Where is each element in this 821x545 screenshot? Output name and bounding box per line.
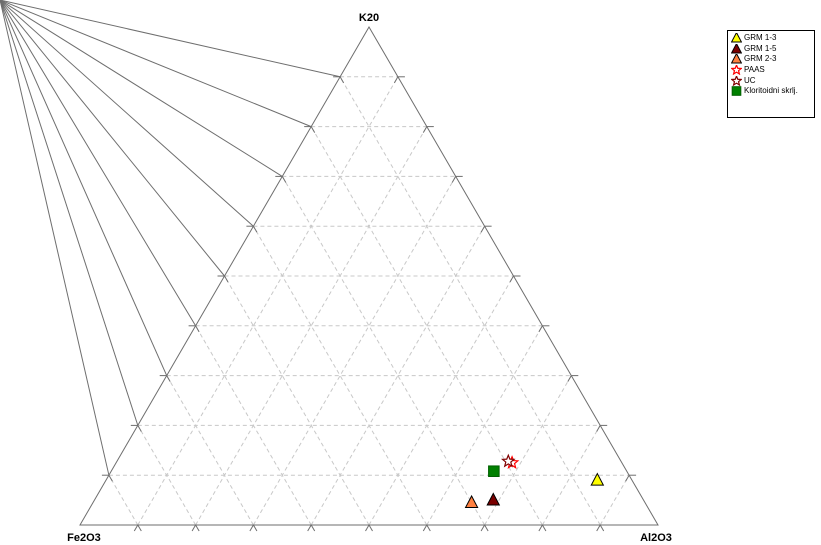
tick-mark <box>137 524 142 532</box>
legend-marker-icon <box>731 54 742 65</box>
tick-mark <box>166 375 171 382</box>
grid-line <box>252 176 457 526</box>
tick-mark <box>567 375 572 382</box>
tick-mark <box>480 524 486 532</box>
grid-line <box>599 474 630 526</box>
tick-mark <box>252 225 258 233</box>
tick-mark <box>0 0 225 277</box>
tick-mark <box>541 524 547 532</box>
tick-mark <box>137 425 142 432</box>
legend-marker-icon <box>731 43 742 54</box>
tick-mark <box>368 524 373 532</box>
tick-mark <box>191 524 197 532</box>
grid-line <box>541 425 601 526</box>
legend-entry: Kloritoidni skrlj. <box>731 86 811 97</box>
legend-marker <box>731 43 742 54</box>
data-point <box>500 453 516 468</box>
tick-mark <box>339 76 345 84</box>
grid-lines <box>108 76 630 526</box>
tick-mark <box>0 0 312 128</box>
tick-mark <box>133 524 139 532</box>
tick-mark <box>599 524 605 532</box>
tick-mark <box>0 0 168 376</box>
grid-line <box>137 76 399 526</box>
axis-label-left: Fe2O3 <box>67 532 101 544</box>
grid-line <box>426 325 543 526</box>
legend-marker <box>731 75 742 86</box>
grid-line <box>195 325 312 526</box>
tick-mark <box>509 275 514 283</box>
tick-mark <box>281 176 287 183</box>
grid-line <box>368 275 514 526</box>
tick-mark <box>307 524 312 532</box>
legend-marker <box>731 54 742 65</box>
tick-marks <box>0 0 637 532</box>
legend-entry: GRM 1-5 <box>731 43 811 55</box>
tick-mark <box>625 474 630 482</box>
data-point <box>464 494 479 509</box>
tick-mark <box>0 0 110 476</box>
tick-mark <box>484 524 489 532</box>
legend-entry: GRM 1-3 <box>731 33 811 44</box>
legend-entry: PAAS <box>731 65 811 76</box>
tick-mark <box>0 0 341 78</box>
legend-label: GRM 2-3 <box>744 54 777 64</box>
legend-label: GRM 1-5 <box>744 43 777 53</box>
tick-mark <box>0 0 139 426</box>
tick-mark <box>480 225 486 233</box>
legend-marker-icon <box>731 65 742 76</box>
grid-line <box>281 176 486 526</box>
legend-label: UC <box>744 75 756 85</box>
tick-mark <box>108 474 113 482</box>
legend-marker-icon <box>731 75 742 86</box>
axis-label-top: K20 <box>359 12 379 24</box>
legend-label: GRM 1-3 <box>744 33 777 43</box>
tick-mark <box>393 76 399 84</box>
grid-line <box>166 375 254 526</box>
tick-mark <box>365 524 370 532</box>
data-point <box>590 472 605 486</box>
tick-mark <box>224 275 229 283</box>
grid-line <box>108 474 139 526</box>
tick-mark <box>195 524 200 532</box>
data-point <box>488 465 500 477</box>
tick-mark <box>0 0 197 327</box>
legend-marker-icon <box>731 86 742 97</box>
tick-mark <box>310 126 316 133</box>
triangle-frame <box>79 26 659 526</box>
grid-line <box>484 375 572 526</box>
tick-mark <box>195 325 200 333</box>
grid-line <box>137 425 197 526</box>
tick-mark <box>422 524 428 532</box>
tick-mark <box>310 524 316 532</box>
tick-mark <box>249 524 254 532</box>
tick-mark <box>0 0 283 177</box>
tick-mark <box>252 524 258 532</box>
legend-marker <box>731 86 742 97</box>
grid-line <box>339 76 601 526</box>
tick-mark <box>538 325 543 333</box>
tick-mark <box>538 524 543 532</box>
grid-line <box>224 275 370 526</box>
legend-label: Kloritoidni skrlj. <box>744 86 798 96</box>
data-points <box>464 453 605 509</box>
axis-label-right: Al2O3 <box>640 532 672 544</box>
legend: GRM 1-3 GRM 1-5 GRM 2-3 PAAS UC Kloritoidni s… <box>727 30 815 118</box>
data-point <box>486 492 501 506</box>
legend-entry: GRM 2-3 <box>731 54 811 65</box>
legend-marker <box>731 65 742 76</box>
tick-mark <box>0 0 254 227</box>
legend-label: PAAS <box>744 65 765 75</box>
legend-marker <box>731 33 742 43</box>
tick-mark <box>451 176 457 183</box>
tick-mark <box>426 524 431 532</box>
tick-mark <box>596 524 601 532</box>
tick-mark <box>422 126 428 133</box>
tick-mark <box>596 425 601 432</box>
legend-marker-icon <box>731 33 742 43</box>
legend-entry: UC <box>731 75 811 86</box>
